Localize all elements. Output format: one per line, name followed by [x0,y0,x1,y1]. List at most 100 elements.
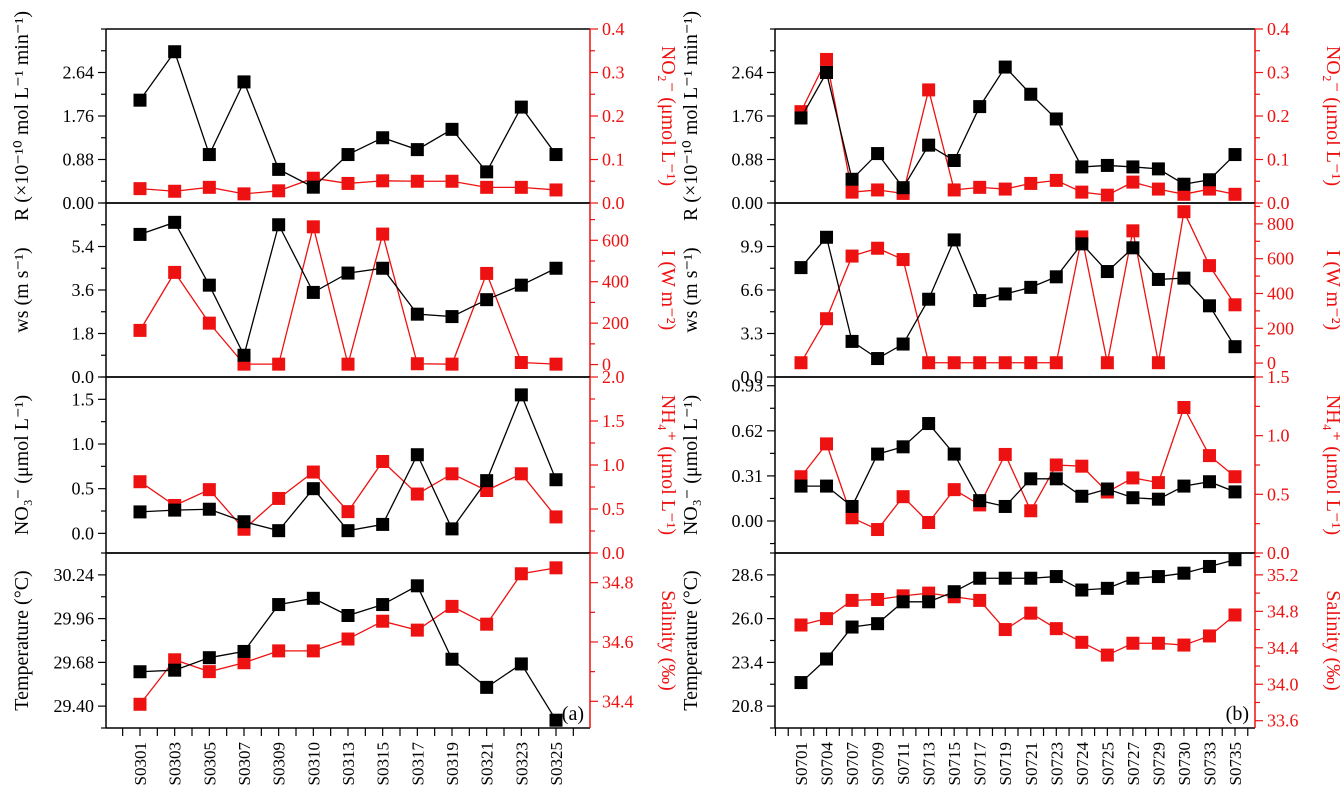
right-tick-label: 0.0 [602,543,625,563]
x-category-label: S0325 [547,742,566,785]
left-series-point [480,293,494,307]
right-series-point [168,184,182,198]
left-series-point [341,266,355,280]
left-tick-label: 0.0 [741,367,764,387]
left-series-point [820,479,834,493]
right-series-point [306,465,320,479]
left-tick-label: 0.5 [72,479,95,499]
right-series-line [139,226,557,367]
left-tick-label: 0.00 [732,193,764,213]
right-series-point [973,356,987,370]
left-series-point [896,595,910,609]
panel-label: (a) [562,703,584,725]
left-tick-label: 1.76 [732,106,764,126]
right-series-point [1024,356,1038,370]
right-tick-label: 400 [1267,283,1294,303]
x-category-label: S0719 [996,742,1015,785]
right-tick-label: 200 [602,313,629,333]
right-series-line [800,405,1236,531]
right-series-point [1177,205,1191,219]
left-series-point [973,294,987,308]
x-category-label: S0723 [1047,742,1066,785]
left-tick-label: 29.40 [54,696,95,716]
right-series-point [168,653,182,667]
left-series-point [445,652,459,666]
left-series-point [947,153,961,167]
right-tick-label: 0 [602,355,611,375]
left-tick-label: 0.00 [732,511,764,531]
left-series-point [237,348,251,362]
left-tick-label: 20.8 [732,696,764,716]
x-category-label: S0735 [1226,742,1245,785]
right-series-point [820,312,834,326]
right-series-point [480,266,494,280]
left-series-point [1024,280,1038,294]
right-tick-label: 0.4 [602,19,625,39]
left-tick-label: 2.64 [63,63,95,83]
right-tick-label: 0.0 [602,193,625,213]
right-axis-title: Salinity (‰) [1322,590,1340,691]
left-tick-label: 29.96 [54,609,95,629]
left-series-point [306,482,320,496]
left-series-point [1228,485,1242,499]
left-series-point [410,448,424,462]
right-tick-label: 0.5 [602,499,625,519]
x-category-label: S0321 [478,742,497,785]
x-category-label: S0730 [1175,742,1194,785]
left-tick-label: 0.93 [732,376,764,396]
left-tick-label: 0.00 [63,193,95,213]
left-series-point [1049,472,1063,486]
left-series-point [794,111,808,125]
left-series-point [445,122,459,136]
right-tick-label: 34.8 [1267,601,1299,621]
left-series-point [272,162,286,176]
left-tick-label: 1.76 [63,106,95,126]
x-category-label: S0717 [971,742,990,786]
subplot-1: 0.00 0.88 1.76 2.64 R (×10⁻¹⁰ mol L⁻¹ min⁻¹)… [680,11,1340,221]
left-series-point [947,233,961,247]
x-category-label: S0701 [792,742,811,785]
right-tick-label: 800 [1267,214,1294,234]
right-tick-label: 34.8 [602,573,634,593]
right-series-point [1228,608,1242,622]
left-series-point [514,278,528,292]
left-series-point [237,515,251,529]
right-tick-label: 1.5 [602,411,625,431]
subplot-2: 0.0 1.8 3.6 5.4 ws (m s⁻¹) 0 200 400 600 I (W m⁻²… [11,202,679,387]
left-axis-title: ws (m s⁻¹) [680,247,702,332]
x-category-label: S0733 [1200,742,1219,785]
left-axis-title: ws (m s⁻¹) [11,247,33,332]
left-series-point [1126,160,1140,174]
right-series-line [139,460,557,531]
right-tick-label: 0 [1267,353,1276,373]
right-series-point [1202,449,1216,463]
left-series-point [202,278,216,292]
right-series-point [1075,185,1089,199]
right-series-point [1126,471,1140,485]
right-tick-label: 33.6 [1267,711,1299,731]
right-series-line [800,209,1236,364]
left-series-point [341,524,355,538]
subplot-4: 29.40 29.68 29.96 30.24 Temperature (°C) 34.4… [11,552,679,729]
left-series-line [801,422,1236,508]
subplot-3: 0.0 0.5 1.0 1.5 NO₃⁻ (μmol L⁻¹) 0.0 0.5 1.0 1.5 2… [11,367,679,563]
left-series-point [514,388,528,402]
left-series-point [973,100,987,114]
left-series-point [820,652,834,666]
right-tick-label: 0.3 [602,63,625,83]
left-series-point [133,93,147,107]
left-series-point [410,143,424,157]
right-series-point [1126,636,1140,650]
left-series-point [998,571,1012,585]
right-tick-label: 34.6 [602,632,634,652]
right-series-point [820,612,834,626]
right-series-point [1100,648,1114,662]
x-category-label: S0721 [1022,742,1041,785]
left-series-point [410,307,424,321]
left-series-point [1075,160,1089,174]
right-tick-label: 34.0 [1267,674,1299,694]
x-category-label: S0713 [920,742,939,785]
left-series-point [1049,270,1063,284]
left-series-point [202,502,216,516]
